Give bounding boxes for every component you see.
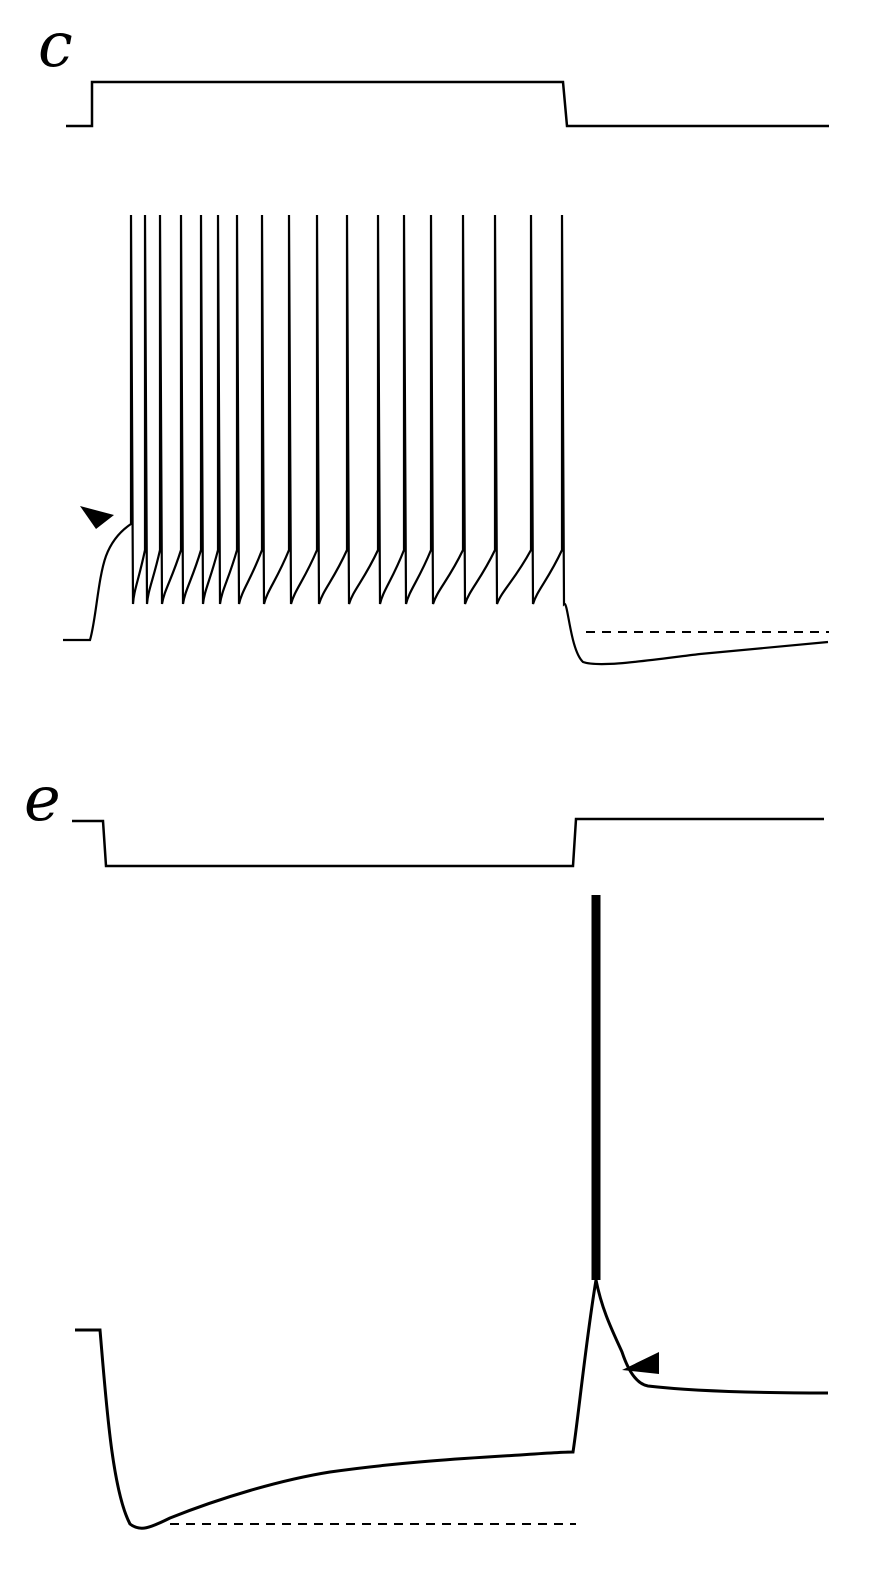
panel-e-stimulus-trace bbox=[72, 817, 824, 868]
panel-c-arrowhead bbox=[80, 506, 114, 529]
panel-e-label: e bbox=[24, 762, 61, 835]
panel-c-stimulus-trace bbox=[66, 80, 829, 128]
panel-e-arrowhead bbox=[622, 1352, 659, 1374]
panel-e-voltage-trace bbox=[75, 1279, 829, 1530]
panel-c-voltage-trace bbox=[63, 214, 829, 666]
panel-c-label: c bbox=[38, 8, 73, 81]
